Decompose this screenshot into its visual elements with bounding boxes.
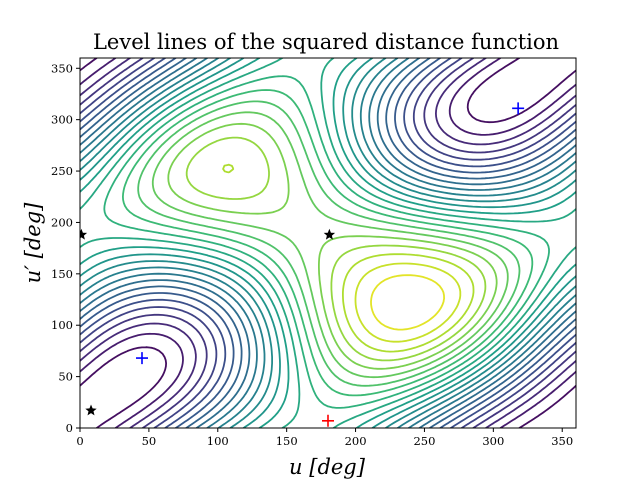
contour-level <box>354 262 462 343</box>
y-axis-label: u′ [deg] <box>21 202 45 283</box>
y-tick-label: 150 <box>51 267 73 281</box>
plus-marker <box>512 102 525 115</box>
contour-level <box>80 58 576 428</box>
chart-title: Level lines of the squared distance func… <box>93 30 559 54</box>
contour-level <box>80 58 576 428</box>
contour-level <box>185 136 487 362</box>
star-marker <box>323 228 336 240</box>
contour-lines <box>80 58 576 428</box>
y-tick-label: 300 <box>51 113 73 127</box>
y-tick-label: 100 <box>51 318 73 332</box>
contour-level <box>80 58 576 428</box>
contour-level <box>80 58 576 428</box>
y-tick-label: 250 <box>51 164 73 178</box>
star-marker <box>80 228 88 240</box>
plot-frame <box>79 57 577 429</box>
y-tick-label: 0 <box>66 421 73 435</box>
x-tick-label: 100 <box>207 434 229 448</box>
contour-level <box>80 58 576 428</box>
y-tick-label: 50 <box>58 370 73 384</box>
x-tick-label: 0 <box>76 434 83 448</box>
x-axis-ticks: 0 50 100 150 200 250 300 350 <box>76 428 573 448</box>
contour-level <box>80 58 576 428</box>
x-tick-label: 250 <box>413 434 435 448</box>
contour-level <box>151 111 509 379</box>
contour-level <box>80 58 576 428</box>
star-marker <box>85 404 97 416</box>
contour-level <box>370 274 445 331</box>
contour-level <box>80 58 576 428</box>
plus-marker <box>136 352 148 365</box>
x-axis-label: u [deg] <box>289 455 366 479</box>
contour-level <box>80 58 576 428</box>
x-tick-label: 150 <box>276 434 298 448</box>
x-tick-label: 200 <box>345 434 367 448</box>
contour-level <box>137 100 521 387</box>
x-tick-label: 350 <box>551 434 573 448</box>
plus-marker <box>322 414 334 427</box>
contour-level <box>80 58 576 428</box>
contour-level <box>167 122 498 370</box>
contour-level <box>80 58 576 428</box>
contour-level <box>80 58 576 428</box>
contour-level <box>222 163 475 353</box>
x-tick-label: 50 <box>142 434 157 448</box>
y-axis-ticks: 0 50 100 150 200 250 300 350 <box>51 61 80 435</box>
contour-level <box>80 58 576 428</box>
markers <box>80 102 525 427</box>
contour-level <box>122 89 534 397</box>
y-tick-label: 350 <box>51 61 73 75</box>
contour-level <box>80 58 576 428</box>
y-tick-label: 200 <box>51 215 73 229</box>
x-tick-label: 300 <box>482 434 504 448</box>
contour-level <box>103 75 550 409</box>
contour-level <box>80 58 576 428</box>
